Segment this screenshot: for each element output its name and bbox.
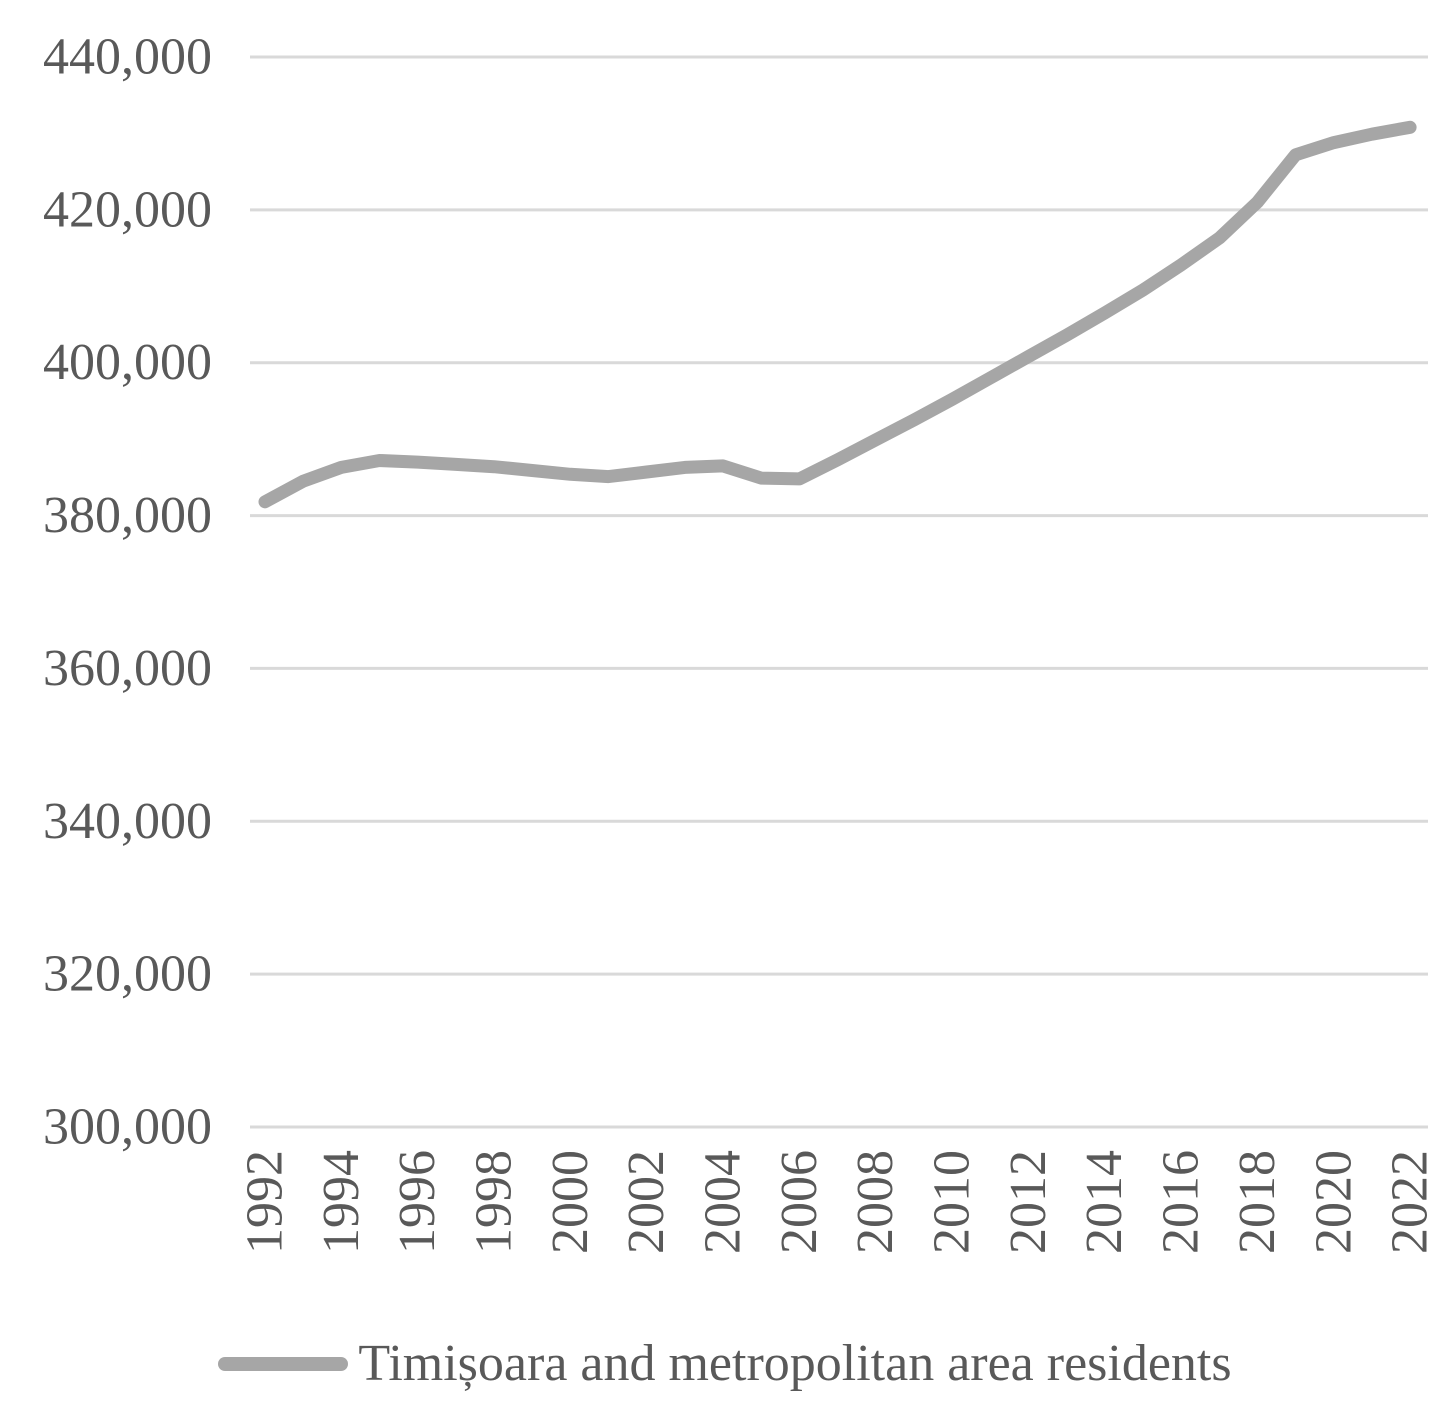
- x-tick-label: 2002: [618, 1150, 675, 1254]
- x-tick-label: 2016: [1153, 1150, 1210, 1254]
- x-tick-label: 2000: [542, 1150, 599, 1254]
- y-tick-label: 400,000: [43, 334, 212, 391]
- y-axis-tick-labels: 440,000 420,000 400,000 380,000 360,000 340,0…: [43, 29, 212, 1156]
- x-tick-label: 2004: [695, 1150, 752, 1254]
- y-tick-label: 420,000: [43, 181, 212, 238]
- y-tick-label: 300,000: [43, 1099, 212, 1156]
- gridlines: [250, 55, 1428, 1129]
- x-tick-label: 2020: [1305, 1150, 1362, 1254]
- y-tick-label: 360,000: [43, 640, 212, 697]
- y-tick-label: 340,000: [43, 793, 212, 850]
- x-tick-label: 2012: [1000, 1150, 1057, 1254]
- y-tick-label: 320,000: [43, 946, 212, 1003]
- legend: Timișoara and metropolitan area resident…: [0, 1328, 1450, 1400]
- x-tick-label: 2018: [1229, 1150, 1286, 1254]
- x-tick-label: 1994: [313, 1150, 370, 1254]
- x-tick-label: 2010: [924, 1150, 981, 1254]
- x-tick-label: 2014: [1076, 1150, 1133, 1254]
- y-tick-label: 440,000: [43, 29, 212, 86]
- x-tick-label: 1992: [237, 1150, 294, 1254]
- x-tick-label: 2008: [847, 1150, 904, 1254]
- legend-line-marker: [218, 1357, 349, 1371]
- x-tick-label: 1996: [389, 1150, 446, 1254]
- y-tick-label: 380,000: [43, 487, 212, 544]
- legend-label: Timișoara and metropolitan area resident…: [358, 1335, 1232, 1392]
- x-tick-label: 2006: [771, 1150, 828, 1254]
- x-tick-label: 2022: [1382, 1150, 1439, 1254]
- x-tick-label: 1998: [466, 1150, 523, 1254]
- x-axis-tick-labels: 1992 1994 1996 1998 2000 2002 2004 2006 2008 2010…: [237, 1150, 1439, 1254]
- population-series-line: [258, 120, 1417, 509]
